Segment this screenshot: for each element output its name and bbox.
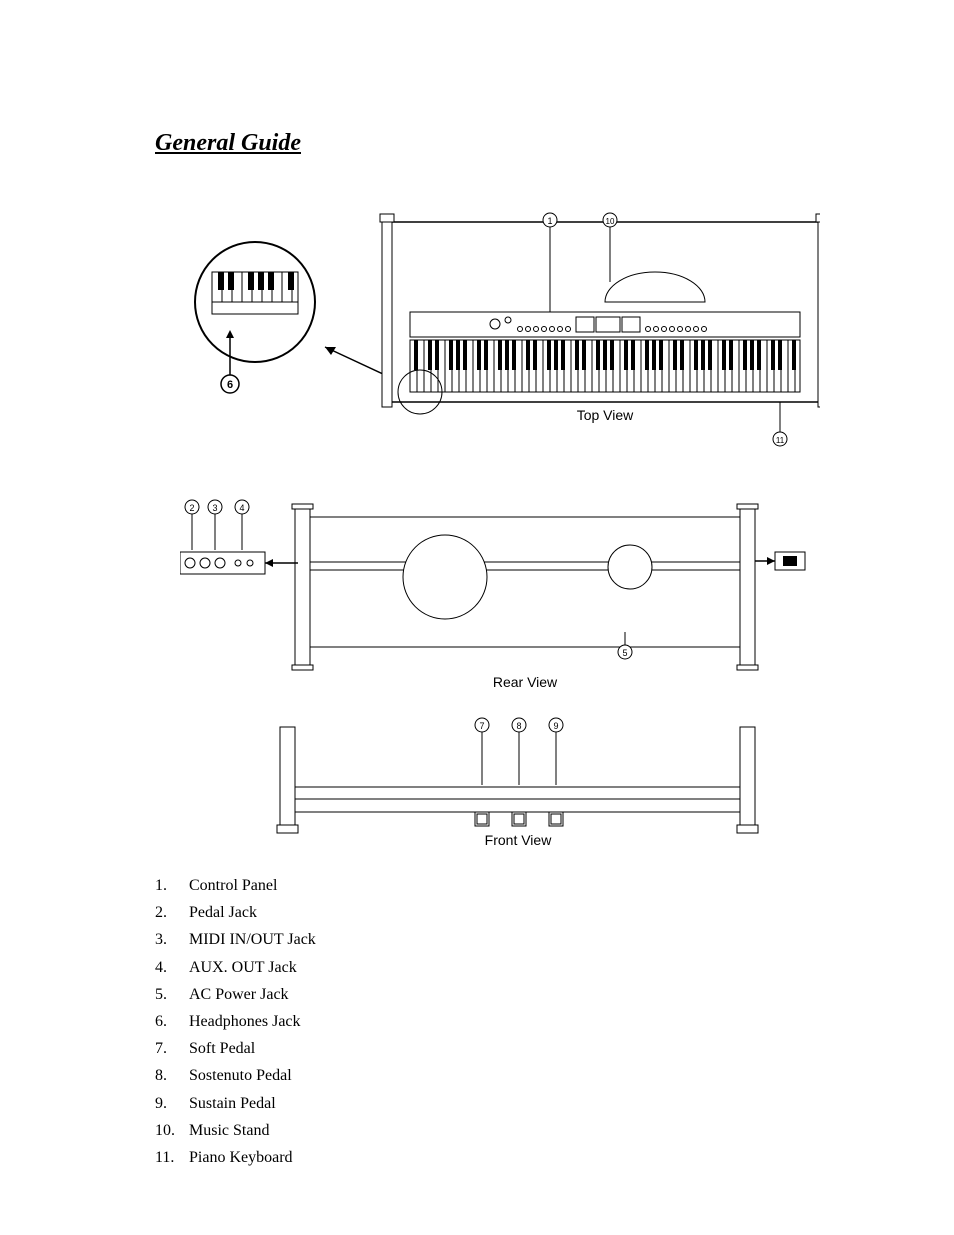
rear-view-diagram: 2 3 4 5 [180, 482, 820, 692]
detail-circle: 6 [195, 242, 315, 393]
callout-5: 5 [622, 648, 627, 658]
legend-item: 10.Music Stand [155, 1117, 799, 1144]
legend-item: 5.AC Power Jack [155, 981, 799, 1008]
front-view-caption: Front View [485, 832, 553, 847]
legend-item: 11.Piano Keyboard [155, 1144, 799, 1171]
legend-item: 9.Sustain Pedal [155, 1090, 799, 1117]
callout-1: 1 [547, 216, 552, 226]
callout-9: 9 [553, 721, 558, 731]
legend-item: 1.Control Panel [155, 872, 799, 899]
callout-2: 2 [189, 503, 194, 513]
legend-item: 3.MIDI IN/OUT Jack [155, 926, 799, 953]
callout-7: 7 [479, 721, 484, 731]
piano-top [380, 214, 820, 414]
page-title: General Guide [155, 130, 799, 157]
legend-item: 7.Soft Pedal [155, 1035, 799, 1062]
legend-item: 8.Sostenuto Pedal [155, 1062, 799, 1089]
callout-4: 4 [239, 503, 244, 513]
callout-10: 10 [606, 217, 615, 226]
callout-11: 11 [776, 436, 785, 445]
top-view-caption: Top View [577, 407, 634, 423]
legend-item: 6.Headphones Jack [155, 1008, 799, 1035]
rear-view-caption: Rear View [493, 674, 558, 690]
top-view-diagram: 6 [180, 202, 820, 452]
callout-6: 6 [227, 379, 233, 391]
callout-8: 8 [516, 721, 521, 731]
diagrams: 6 [180, 202, 799, 852]
callout-3: 3 [212, 503, 217, 513]
legend-item: 2.Pedal Jack [155, 899, 799, 926]
front-view-diagram: 7 8 9 Front View [180, 707, 820, 847]
legend-item: 4.AUX. OUT Jack [155, 954, 799, 981]
legend-list: 1.Control Panel 2.Pedal Jack 3.MIDI IN/O… [155, 872, 799, 1171]
page: General Guide [0, 0, 954, 1235]
